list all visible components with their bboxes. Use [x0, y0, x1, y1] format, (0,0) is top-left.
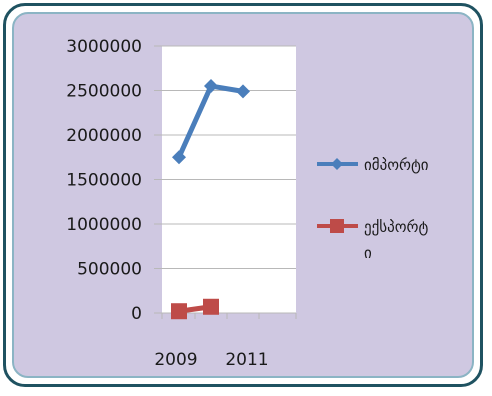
chart-panel: 0 500000 1000000 1500000 2000000 2500000 30000… [12, 12, 474, 378]
data-point [204, 79, 218, 94]
y-tick-label: 1500000 [66, 171, 142, 191]
y-axis-tick-labels: 0 500000 1000000 1500000 2000000 2500000 30000… [66, 37, 142, 324]
legend-marker [331, 158, 343, 170]
legend-label: იმპორტი [364, 156, 429, 174]
y-tick-label: 2500000 [66, 82, 142, 102]
series-2 [171, 298, 219, 320]
y-tick-label: 2000000 [66, 126, 142, 146]
legend-label: ექსპორტ ი [364, 218, 428, 262]
x-tick-label: 2009 [154, 350, 197, 370]
x-tick-label: 2011 [225, 350, 268, 370]
line-chart: 0 500000 1000000 1500000 2000000 2500000 30000… [66, 37, 429, 370]
legend-marker [330, 219, 344, 233]
y-tick-label: 0 [131, 304, 142, 324]
data-point [171, 303, 187, 320]
legend-item: იმპორტი [317, 156, 429, 174]
y-tick-label: 500000 [77, 260, 142, 280]
series-1 [172, 79, 250, 165]
chart-outer-frame: 0 500000 1000000 1500000 2000000 2500000 30000… [3, 3, 483, 387]
data-point [172, 150, 186, 165]
y-tick-label: 3000000 [66, 37, 142, 57]
data-point [203, 298, 219, 315]
data-point [236, 84, 250, 99]
x-axis-tick-labels: 2009 2011 [154, 350, 268, 370]
y-tick-label: 1000000 [66, 215, 142, 235]
legend: იმპორტი ექსპორტ ი [317, 156, 429, 262]
legend-item: ექსპორტ ი [317, 218, 428, 262]
series-layer [171, 79, 250, 320]
